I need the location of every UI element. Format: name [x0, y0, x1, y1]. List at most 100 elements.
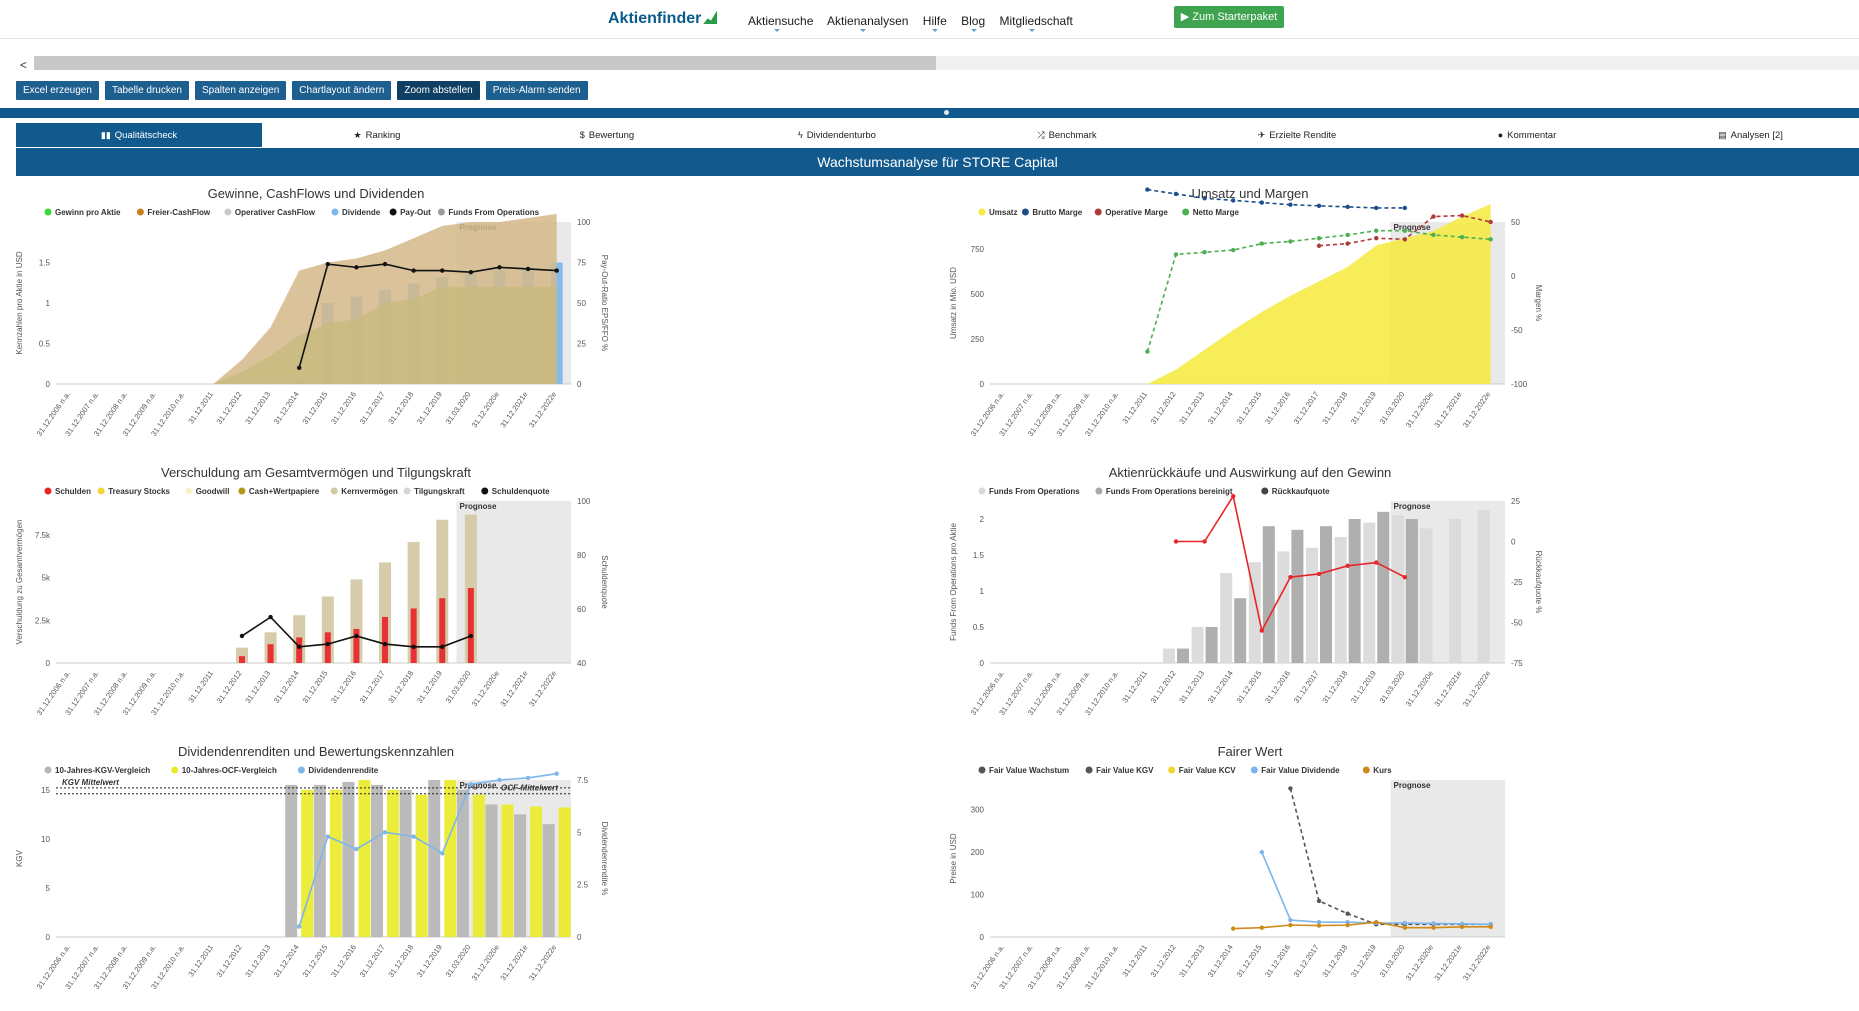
data-point: [1345, 911, 1350, 916]
data-point: [1459, 213, 1465, 218]
data-point: [1173, 539, 1179, 544]
y2-tick-label: -100: [1511, 380, 1528, 389]
x-tick-label: 31.12.2012: [1149, 943, 1178, 979]
x-tick-label: 31.12.2011: [186, 669, 215, 704]
nav-mitgliedschaft[interactable]: Mitgliedschaft: [999, 14, 1073, 28]
legend-label: Schuldenquote: [492, 487, 550, 496]
scrollbar-thumb[interactable]: [34, 56, 936, 70]
legend-label: Dividende: [342, 208, 381, 217]
tab-ranking[interactable]: ★ Ranking: [353, 130, 401, 141]
chart-title: Umsatz und Margen: [1191, 186, 1308, 201]
nav-aktienanalysen[interactable]: Aktienanalysen: [827, 14, 909, 28]
x-tick-label: 31.12.2017: [1292, 943, 1321, 979]
y2-tick-label: -25: [1511, 578, 1523, 587]
bar-chart-icon: ▮▮: [100, 130, 111, 140]
bar: [558, 807, 571, 937]
ocf-mean-label: OCF-Mittelwert: [501, 784, 558, 793]
y2-tick-label: 40: [577, 659, 586, 668]
aktienfinder-logo[interactable]: Aktienfinder: [608, 10, 718, 28]
data-point: [1345, 563, 1350, 568]
section-title: Wachstumsanalyse für STORE Capital: [16, 148, 1859, 176]
bar: [238, 656, 245, 663]
chart-dividendenrendite-svg: Dividendenrenditen und Bewertungskennzah…: [16, 744, 609, 991]
x-tick-label: 31.12.2013: [243, 943, 272, 979]
x-tick-label: 31.12.2013: [243, 390, 272, 426]
chart-verschuldung-svg: Verschuldung am Gesamtvermögen und Tilgu…: [16, 465, 609, 717]
data-point: [268, 614, 273, 620]
data-point: [1402, 237, 1408, 242]
y-axis-label: Verschuldung zu Gesamtvermögen: [16, 520, 24, 645]
price-alarm-button[interactable]: Preis-Alarm senden: [485, 81, 588, 100]
x-tick-label: 31.12.2018: [1320, 943, 1349, 979]
chart-title: Dividendenrenditen und Bewertungskennzah…: [178, 744, 454, 759]
y2-tick-label: 0: [1511, 272, 1516, 281]
chart-dividendenrenditen: Dividendenrenditen und Bewertungskennzah…: [16, 742, 616, 1007]
x-tick-label: 31.12.2015: [1235, 943, 1264, 979]
legend-marker: [389, 208, 397, 216]
y2-tick-label: 25: [577, 340, 586, 349]
print-table-button[interactable]: Tabelle drucken: [104, 81, 189, 100]
legend-marker: [481, 487, 489, 495]
tab-kommentar[interactable]: ● Kommentar: [1497, 130, 1557, 141]
legend-label: Fair Value Wachstum: [989, 766, 1069, 775]
data-point: [1230, 247, 1236, 253]
bar: [1262, 526, 1275, 663]
scroll-left-arrow[interactable]: <: [20, 58, 28, 72]
data-point: [1202, 196, 1207, 201]
nav-blog[interactable]: Blog: [961, 14, 986, 28]
analysis-tabs: ▮▮ Qualitätscheck ★ Ranking $ Bewertung ϟ Di…: [16, 123, 1859, 147]
tab-dividendenturbo[interactable]: ϟ Dividendenturbo: [798, 130, 876, 141]
bar: [1420, 528, 1433, 663]
data-point: [239, 633, 245, 639]
collapse-bar[interactable]: [0, 108, 1859, 118]
x-tick-label: 31.12.2012: [215, 943, 244, 979]
data-point: [1288, 917, 1293, 923]
excel-button[interactable]: Excel erzeugen: [16, 81, 99, 100]
legend-marker: [1168, 766, 1176, 774]
tab-benchmark[interactable]: ⤮ Benchmark: [1037, 130, 1097, 141]
y-tick-label: 5k: [42, 574, 51, 583]
data-point: [1230, 198, 1236, 203]
chart-layout-button[interactable]: Chartlayout ändern: [292, 81, 392, 100]
x-tick-label: 31.12.2011: [1120, 390, 1149, 425]
legend-marker: [136, 208, 144, 216]
x-tick-label: 31.12.2021e: [498, 943, 529, 982]
y-tick-label: 1: [46, 299, 51, 308]
legend-marker: [44, 766, 52, 774]
x-tick-label: 31.12.2012: [215, 390, 244, 426]
bar: [1449, 519, 1462, 663]
data-point: [1488, 237, 1493, 242]
legend-label: Rückkaufquote: [1272, 487, 1330, 496]
y-axis-label: Kennzahlen pro Aktie in USD: [16, 251, 24, 354]
data-point: [354, 633, 359, 639]
data-point: [554, 268, 559, 273]
legend-label: Kurs: [1373, 766, 1392, 775]
x-tick-label: 31.12.2018: [386, 943, 415, 979]
y-tick-label: 0: [46, 380, 51, 389]
x-tick-label: 31.12.2022e: [527, 943, 558, 982]
tab-bewertung[interactable]: $ Bewertung: [579, 130, 635, 141]
show-columns-button[interactable]: Spalten anzeigen: [194, 81, 287, 100]
x-tick-label: 31.12.2019: [1349, 669, 1378, 705]
logo-chart-icon: [703, 10, 718, 24]
legend-label: Funds From Operations: [448, 208, 539, 217]
bar: [439, 598, 446, 663]
chart-umsatz-margen: Umsatz und Margen Umsatz Brutto Marge Opera…: [950, 184, 1550, 454]
x-tick-label: 31.12.2014: [272, 390, 301, 426]
starter-package-button[interactable]: ▶ Zum Starterpaket: [1174, 6, 1284, 28]
x-tick-label: 31.12.2022e: [527, 669, 558, 708]
legend-label: Fair Value KGV: [1096, 766, 1154, 775]
nav-aktiensuche[interactable]: Aktiensuche: [748, 14, 814, 28]
data-point: [1202, 539, 1207, 544]
x-tick-label: 31.12.2016: [329, 390, 358, 426]
x-tick-label: 31.12.2019: [415, 669, 444, 705]
tab-qualitaetscheck[interactable]: ▮▮ Qualitätscheck: [16, 123, 262, 147]
tab-erzielte-rendite[interactable]: ✈ Erzielte Rendite: [1257, 130, 1337, 141]
tab-analysen[interactable]: ▤ Analysen [2]: [1718, 130, 1783, 141]
x-tick-label: 31.12.2017: [358, 669, 387, 705]
zoom-off-button[interactable]: Zoom abstellen: [397, 81, 480, 100]
x-tick-label: 31.12.2016: [1263, 669, 1292, 705]
data-point: [1316, 236, 1322, 241]
legend-label: 10-Jahres-OCF-Vergleich: [182, 766, 277, 775]
nav-hilfe[interactable]: Hilfe: [922, 14, 947, 28]
